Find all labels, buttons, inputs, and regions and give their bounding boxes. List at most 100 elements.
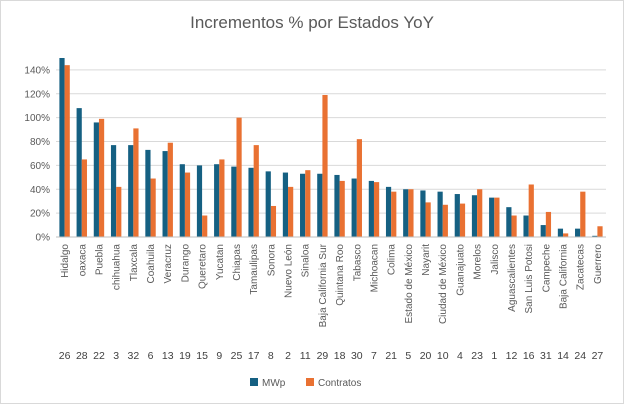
bar-contratos [339,180,345,237]
bars [59,58,603,238]
category-label: Tlaxcala [129,244,140,282]
bar-mwp [162,151,168,237]
legend-label-contratos: Contratos [318,378,361,389]
chart-title: Incrementos % por Estados YoY [190,13,434,32]
bar-mwp [248,167,254,237]
state-code: 2 [285,350,291,362]
bar-mwp [575,228,581,237]
state-code: 30 [351,350,363,362]
state-code: 26 [59,350,71,362]
bar-contratos [391,191,397,237]
state-code: 4 [457,350,463,362]
bar-contratos [64,65,70,237]
bar-mwp [128,145,134,237]
state-code: 17 [248,350,260,362]
bar-contratos [322,94,328,237]
bar-mwp [437,191,443,237]
state-code: 27 [592,350,604,362]
bar-mwp [76,108,82,238]
category-label: Puebla [94,244,105,276]
y-tick-label: 0% [36,233,51,244]
bar-contratos [477,189,483,237]
bar-contratos [425,202,431,237]
category-label: Zacatecas [576,244,587,290]
state-code: 31 [540,350,552,362]
category-label: Chiapas [232,244,243,281]
state-code: 21 [385,350,397,362]
category-label: Durango [180,244,191,283]
bar-mwp [506,207,512,237]
bar-mwp [334,174,340,237]
bar-mwp [110,145,117,237]
bar-contratos [356,139,362,237]
bar-mwp [454,194,460,237]
state-code: 25 [231,350,243,362]
category-label: Guerrero [593,244,604,284]
state-code: 23 [471,350,483,362]
category-label: Quintana Roo [335,244,346,306]
state-code: 24 [574,350,586,362]
bar-contratos [150,178,156,237]
category-label: chihuahua [112,244,123,291]
category-label: Coahuila [146,244,157,284]
state-code: 32 [128,350,140,362]
bar-contratos [116,186,122,237]
category-label: Aguascalientes [507,244,518,312]
bar-contratos [270,205,277,237]
bar-mwp [368,180,374,237]
bar-mwp [145,149,151,237]
bar-mwp [489,197,495,237]
state-code: 9 [216,350,222,362]
bar-mwp [592,235,598,237]
bar-mwp [196,165,203,237]
bar-mwp [557,228,564,237]
bar-contratos [81,159,87,237]
bar-mwp [351,178,357,237]
bar-mwp [471,195,478,237]
state-code: 5 [405,350,411,362]
state-code: 6 [148,350,154,362]
y-tick-label: 20% [30,209,50,220]
bar-contratos [442,204,448,237]
bar-contratos [167,142,173,237]
bar-contratos [288,186,294,237]
category-label: Michoacan [369,244,380,292]
state-code: 19 [179,350,191,362]
category-label: Queretaro [198,244,209,289]
bar-contratos [408,189,414,237]
category-label: Hidalgo [60,244,71,278]
bar-mwp [214,164,220,237]
bar-contratos [580,191,586,237]
category-label: Jalisco [490,244,501,275]
legend-label-mwp: MWp [262,378,286,389]
state-code: 28 [76,350,88,362]
bar-contratos [202,215,208,237]
category-label: Baja California [559,244,570,309]
bar-contratos [528,184,534,237]
bar-mwp [93,122,99,237]
y-axis-ticks: 0% 20% 40% 60% 80% 100% 120% 140% [24,65,50,243]
bar-mwp [59,58,65,237]
category-label: Sonora [266,244,277,277]
category-label: Guanajuato [455,244,466,296]
category-label: oaxaca [77,244,88,277]
state-code: 13 [162,350,174,362]
category-label: Tamaulipas [249,244,260,295]
state-code: 10 [437,350,449,362]
category-label: Sinaloa [301,244,312,278]
category-label: Veracruz [163,244,174,283]
state-code: 8 [268,350,274,362]
bar-mwp [231,166,237,237]
category-label: Colima [387,244,398,276]
category-label: Campeche [541,244,552,293]
category-label: Nayarit [421,244,432,276]
state-code: 29 [317,350,329,362]
state-codes: 26 28 22 3 32 6 13 19 15 9 25 17 8 2 11 29 18 30 7 21 5 20 10 4… [59,350,604,362]
bar-mwp [523,215,529,237]
bar-contratos [459,203,466,237]
bar-contratos [236,117,242,237]
category-label: Estado de México [404,244,415,324]
state-code: 3 [113,350,119,362]
